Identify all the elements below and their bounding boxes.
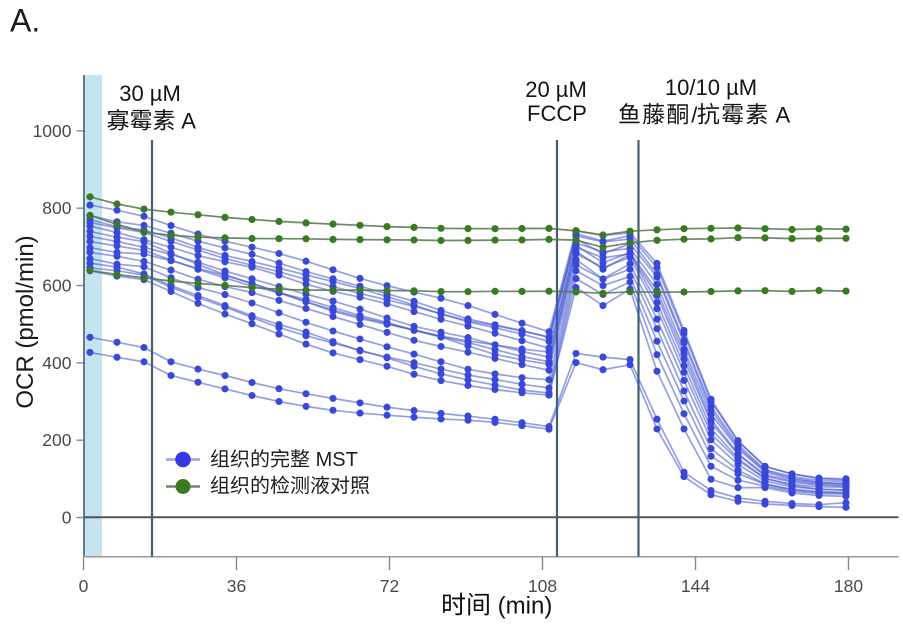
svg-text:1000: 1000 [33,121,72,141]
svg-text:A: A [181,109,196,134]
svg-text:200: 200 [42,430,71,450]
svg-text:72: 72 [380,576,399,596]
svg-text:180: 180 [834,576,863,596]
svg-text:A.: A. [10,3,40,39]
svg-text:20 µM: 20 µM [525,77,587,102]
svg-text:36: 36 [227,576,246,596]
svg-text:108: 108 [528,576,557,596]
svg-text:MST: MST [316,449,358,471]
svg-text:0: 0 [62,508,72,528]
svg-text:OCR (pmol/min): OCR (pmol/min) [12,235,39,408]
svg-text:800: 800 [42,198,71,218]
svg-text:(min): (min) [491,593,552,620]
svg-text:144: 144 [681,576,710,596]
svg-text:10/10 µM: 10/10 µM [665,75,757,100]
svg-text:600: 600 [42,276,71,296]
svg-text:/: / [691,103,698,128]
svg-text:A: A [776,103,791,128]
svg-text:400: 400 [42,353,71,373]
svg-text:0: 0 [79,576,89,596]
svg-text:FCCP: FCCP [527,101,587,126]
svg-text:30 µM: 30 µM [119,81,181,106]
